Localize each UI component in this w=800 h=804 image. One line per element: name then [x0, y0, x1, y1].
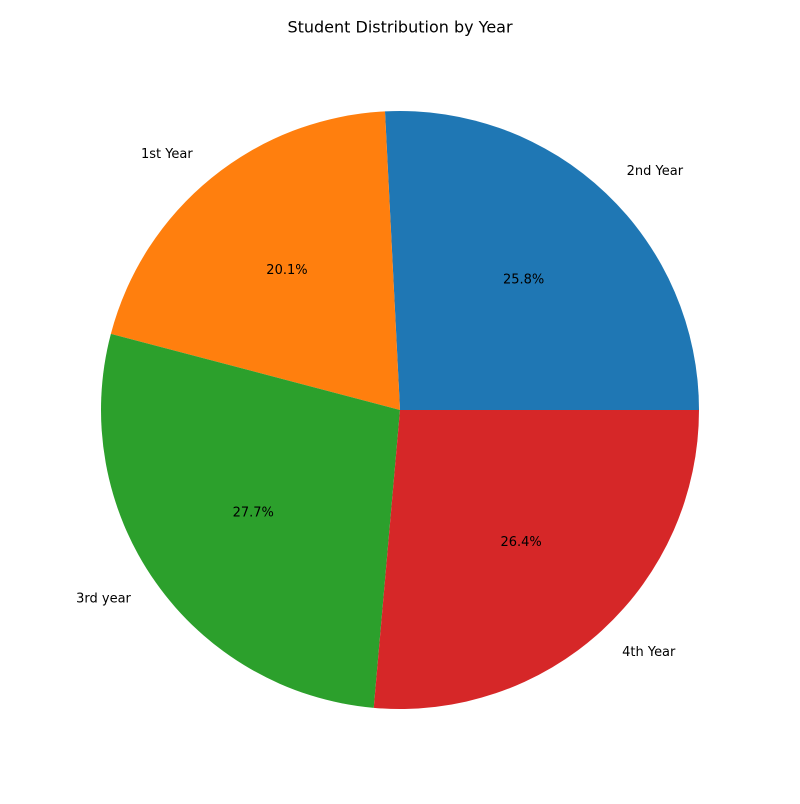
- chart-title: Student Distribution by Year: [287, 18, 513, 37]
- slice-category-label: 3rd year: [76, 592, 131, 607]
- slice-percent-label: 27.7%: [233, 506, 274, 521]
- pie-labels: 2nd Year 25.8% 1st Year 20.1% 3rd year 27.7% 4…: [76, 147, 684, 660]
- pie-slice-2nd-year: [384, 110, 699, 410]
- slice-percent-label: 25.8%: [503, 272, 544, 287]
- pie-slice-1st-year: [110, 111, 401, 410]
- pie-slice-3rd-year: [100, 333, 400, 708]
- pie-slice-4th-year: [373, 410, 699, 709]
- pie-slices: [100, 110, 699, 709]
- slice-percent-label: 20.1%: [266, 263, 307, 278]
- slice-category-label: 1st Year: [141, 147, 193, 162]
- slice-percent-label: 26.4%: [500, 535, 541, 550]
- slice-category-label: 2nd Year: [627, 164, 684, 179]
- slice-category-label: 4th Year: [622, 645, 676, 660]
